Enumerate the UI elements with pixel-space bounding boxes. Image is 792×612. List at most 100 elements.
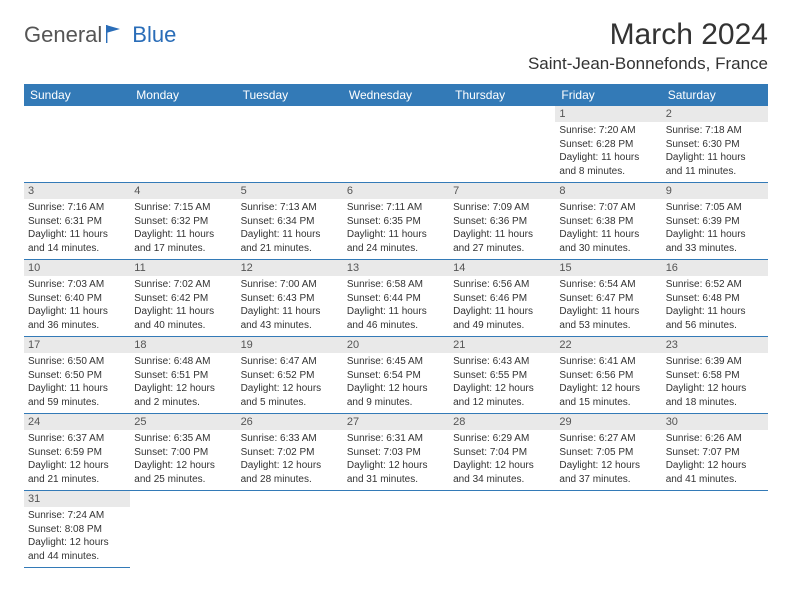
sunrise-line: Sunrise: 7:15 AM xyxy=(134,201,232,215)
sunset-line: Sunset: 6:42 PM xyxy=(134,292,232,306)
daylight-line: Daylight: 12 hours and 37 minutes. xyxy=(559,459,657,486)
sunrise-line: Sunrise: 6:27 AM xyxy=(559,432,657,446)
sunrise-line: Sunrise: 6:52 AM xyxy=(666,278,764,292)
sunset-line: Sunset: 6:31 PM xyxy=(28,215,126,229)
daylight-line: Daylight: 11 hours and 49 minutes. xyxy=(453,305,551,332)
sunrise-line: Sunrise: 7:18 AM xyxy=(666,124,764,138)
weekday-header: Thursday xyxy=(449,84,555,106)
sunrise-line: Sunrise: 6:31 AM xyxy=(347,432,445,446)
calendar-cell: 10Sunrise: 7:03 AMSunset: 6:40 PMDayligh… xyxy=(24,260,130,337)
calendar-cell-empty xyxy=(237,106,343,183)
calendar-cell-empty xyxy=(449,106,555,183)
day-details: Sunrise: 7:18 AMSunset: 6:30 PMDaylight:… xyxy=(662,122,768,182)
calendar-cell: 31Sunrise: 7:24 AMSunset: 8:08 PMDayligh… xyxy=(24,491,130,568)
sunrise-line: Sunrise: 7:11 AM xyxy=(347,201,445,215)
day-number: 20 xyxy=(343,337,449,353)
day-details: Sunrise: 6:27 AMSunset: 7:05 PMDaylight:… xyxy=(555,430,661,490)
calendar-row: 17Sunrise: 6:50 AMSunset: 6:50 PMDayligh… xyxy=(24,337,768,414)
sunrise-line: Sunrise: 6:39 AM xyxy=(666,355,764,369)
sunset-line: Sunset: 6:36 PM xyxy=(453,215,551,229)
day-number: 22 xyxy=(555,337,661,353)
day-number: 9 xyxy=(662,183,768,199)
sunrise-line: Sunrise: 7:09 AM xyxy=(453,201,551,215)
day-number: 5 xyxy=(237,183,343,199)
day-details: Sunrise: 7:20 AMSunset: 6:28 PMDaylight:… xyxy=(555,122,661,182)
calendar-cell: 4Sunrise: 7:15 AMSunset: 6:32 PMDaylight… xyxy=(130,183,236,260)
day-number: 11 xyxy=(130,260,236,276)
sunrise-line: Sunrise: 6:35 AM xyxy=(134,432,232,446)
day-number: 24 xyxy=(24,414,130,430)
day-number: 25 xyxy=(130,414,236,430)
calendar-cell: 14Sunrise: 6:56 AMSunset: 6:46 PMDayligh… xyxy=(449,260,555,337)
day-number: 4 xyxy=(130,183,236,199)
daylight-line: Daylight: 11 hours and 21 minutes. xyxy=(241,228,339,255)
day-details: Sunrise: 7:16 AMSunset: 6:31 PMDaylight:… xyxy=(24,199,130,259)
calendar-row: 3Sunrise: 7:16 AMSunset: 6:31 PMDaylight… xyxy=(24,183,768,260)
sunset-line: Sunset: 6:59 PM xyxy=(28,446,126,460)
calendar-cell: 23Sunrise: 6:39 AMSunset: 6:58 PMDayligh… xyxy=(662,337,768,414)
weekday-header: Friday xyxy=(555,84,661,106)
sunset-line: Sunset: 6:52 PM xyxy=(241,369,339,383)
day-number: 6 xyxy=(343,183,449,199)
daylight-line: Daylight: 12 hours and 28 minutes. xyxy=(241,459,339,486)
daylight-line: Daylight: 11 hours and 14 minutes. xyxy=(28,228,126,255)
daylight-line: Daylight: 12 hours and 34 minutes. xyxy=(453,459,551,486)
sunset-line: Sunset: 7:00 PM xyxy=(134,446,232,460)
sunset-line: Sunset: 6:55 PM xyxy=(453,369,551,383)
sunrise-line: Sunrise: 6:33 AM xyxy=(241,432,339,446)
sunrise-line: Sunrise: 7:03 AM xyxy=(28,278,126,292)
weekday-header: Sunday xyxy=(24,84,130,106)
day-number: 19 xyxy=(237,337,343,353)
daylight-line: Daylight: 11 hours and 36 minutes. xyxy=(28,305,126,332)
logo: General Blue xyxy=(24,22,176,48)
sunrise-line: Sunrise: 6:37 AM xyxy=(28,432,126,446)
daylight-line: Daylight: 12 hours and 15 minutes. xyxy=(559,382,657,409)
sunrise-line: Sunrise: 6:45 AM xyxy=(347,355,445,369)
sunrise-line: Sunrise: 7:20 AM xyxy=(559,124,657,138)
calendar-cell: 22Sunrise: 6:41 AMSunset: 6:56 PMDayligh… xyxy=(555,337,661,414)
sunset-line: Sunset: 6:44 PM xyxy=(347,292,445,306)
sunrise-line: Sunrise: 7:16 AM xyxy=(28,201,126,215)
month-title: March 2024 xyxy=(528,18,768,52)
calendar-cell-empty xyxy=(555,491,661,568)
logo-text-general: General xyxy=(24,22,102,48)
sunrise-line: Sunrise: 7:02 AM xyxy=(134,278,232,292)
calendar-cell: 5Sunrise: 7:13 AMSunset: 6:34 PMDaylight… xyxy=(237,183,343,260)
day-number: 30 xyxy=(662,414,768,430)
calendar-table: Sunday Monday Tuesday Wednesday Thursday… xyxy=(24,84,768,568)
sunrise-line: Sunrise: 6:56 AM xyxy=(453,278,551,292)
daylight-line: Daylight: 11 hours and 59 minutes. xyxy=(28,382,126,409)
day-details: Sunrise: 6:54 AMSunset: 6:47 PMDaylight:… xyxy=(555,276,661,336)
day-details: Sunrise: 6:50 AMSunset: 6:50 PMDaylight:… xyxy=(24,353,130,413)
sunrise-line: Sunrise: 6:41 AM xyxy=(559,355,657,369)
day-details: Sunrise: 6:37 AMSunset: 6:59 PMDaylight:… xyxy=(24,430,130,490)
location-subtitle: Saint-Jean-Bonnefonds, France xyxy=(528,54,768,74)
daylight-line: Daylight: 12 hours and 21 minutes. xyxy=(28,459,126,486)
daylight-line: Daylight: 11 hours and 30 minutes. xyxy=(559,228,657,255)
calendar-cell: 29Sunrise: 6:27 AMSunset: 7:05 PMDayligh… xyxy=(555,414,661,491)
day-details: Sunrise: 7:02 AMSunset: 6:42 PMDaylight:… xyxy=(130,276,236,336)
day-details: Sunrise: 6:47 AMSunset: 6:52 PMDaylight:… xyxy=(237,353,343,413)
calendar-cell-empty xyxy=(237,491,343,568)
calendar-cell: 15Sunrise: 6:54 AMSunset: 6:47 PMDayligh… xyxy=(555,260,661,337)
sunset-line: Sunset: 6:39 PM xyxy=(666,215,764,229)
calendar-cell: 26Sunrise: 6:33 AMSunset: 7:02 PMDayligh… xyxy=(237,414,343,491)
daylight-line: Daylight: 11 hours and 17 minutes. xyxy=(134,228,232,255)
calendar-cell: 3Sunrise: 7:16 AMSunset: 6:31 PMDaylight… xyxy=(24,183,130,260)
calendar-cell: 17Sunrise: 6:50 AMSunset: 6:50 PMDayligh… xyxy=(24,337,130,414)
day-number: 23 xyxy=(662,337,768,353)
sunrise-line: Sunrise: 7:07 AM xyxy=(559,201,657,215)
calendar-cell: 13Sunrise: 6:58 AMSunset: 6:44 PMDayligh… xyxy=(343,260,449,337)
calendar-cell: 8Sunrise: 7:07 AMSunset: 6:38 PMDaylight… xyxy=(555,183,661,260)
calendar-cell-empty xyxy=(130,106,236,183)
day-details: Sunrise: 6:58 AMSunset: 6:44 PMDaylight:… xyxy=(343,276,449,336)
page-header: General Blue March 2024 Saint-Jean-Bonne… xyxy=(24,18,768,74)
day-number: 16 xyxy=(662,260,768,276)
day-details: Sunrise: 7:05 AMSunset: 6:39 PMDaylight:… xyxy=(662,199,768,259)
daylight-line: Daylight: 12 hours and 5 minutes. xyxy=(241,382,339,409)
calendar-cell: 20Sunrise: 6:45 AMSunset: 6:54 PMDayligh… xyxy=(343,337,449,414)
calendar-cell: 30Sunrise: 6:26 AMSunset: 7:07 PMDayligh… xyxy=(662,414,768,491)
calendar-cell-empty xyxy=(343,106,449,183)
day-details: Sunrise: 7:03 AMSunset: 6:40 PMDaylight:… xyxy=(24,276,130,336)
daylight-line: Daylight: 12 hours and 2 minutes. xyxy=(134,382,232,409)
